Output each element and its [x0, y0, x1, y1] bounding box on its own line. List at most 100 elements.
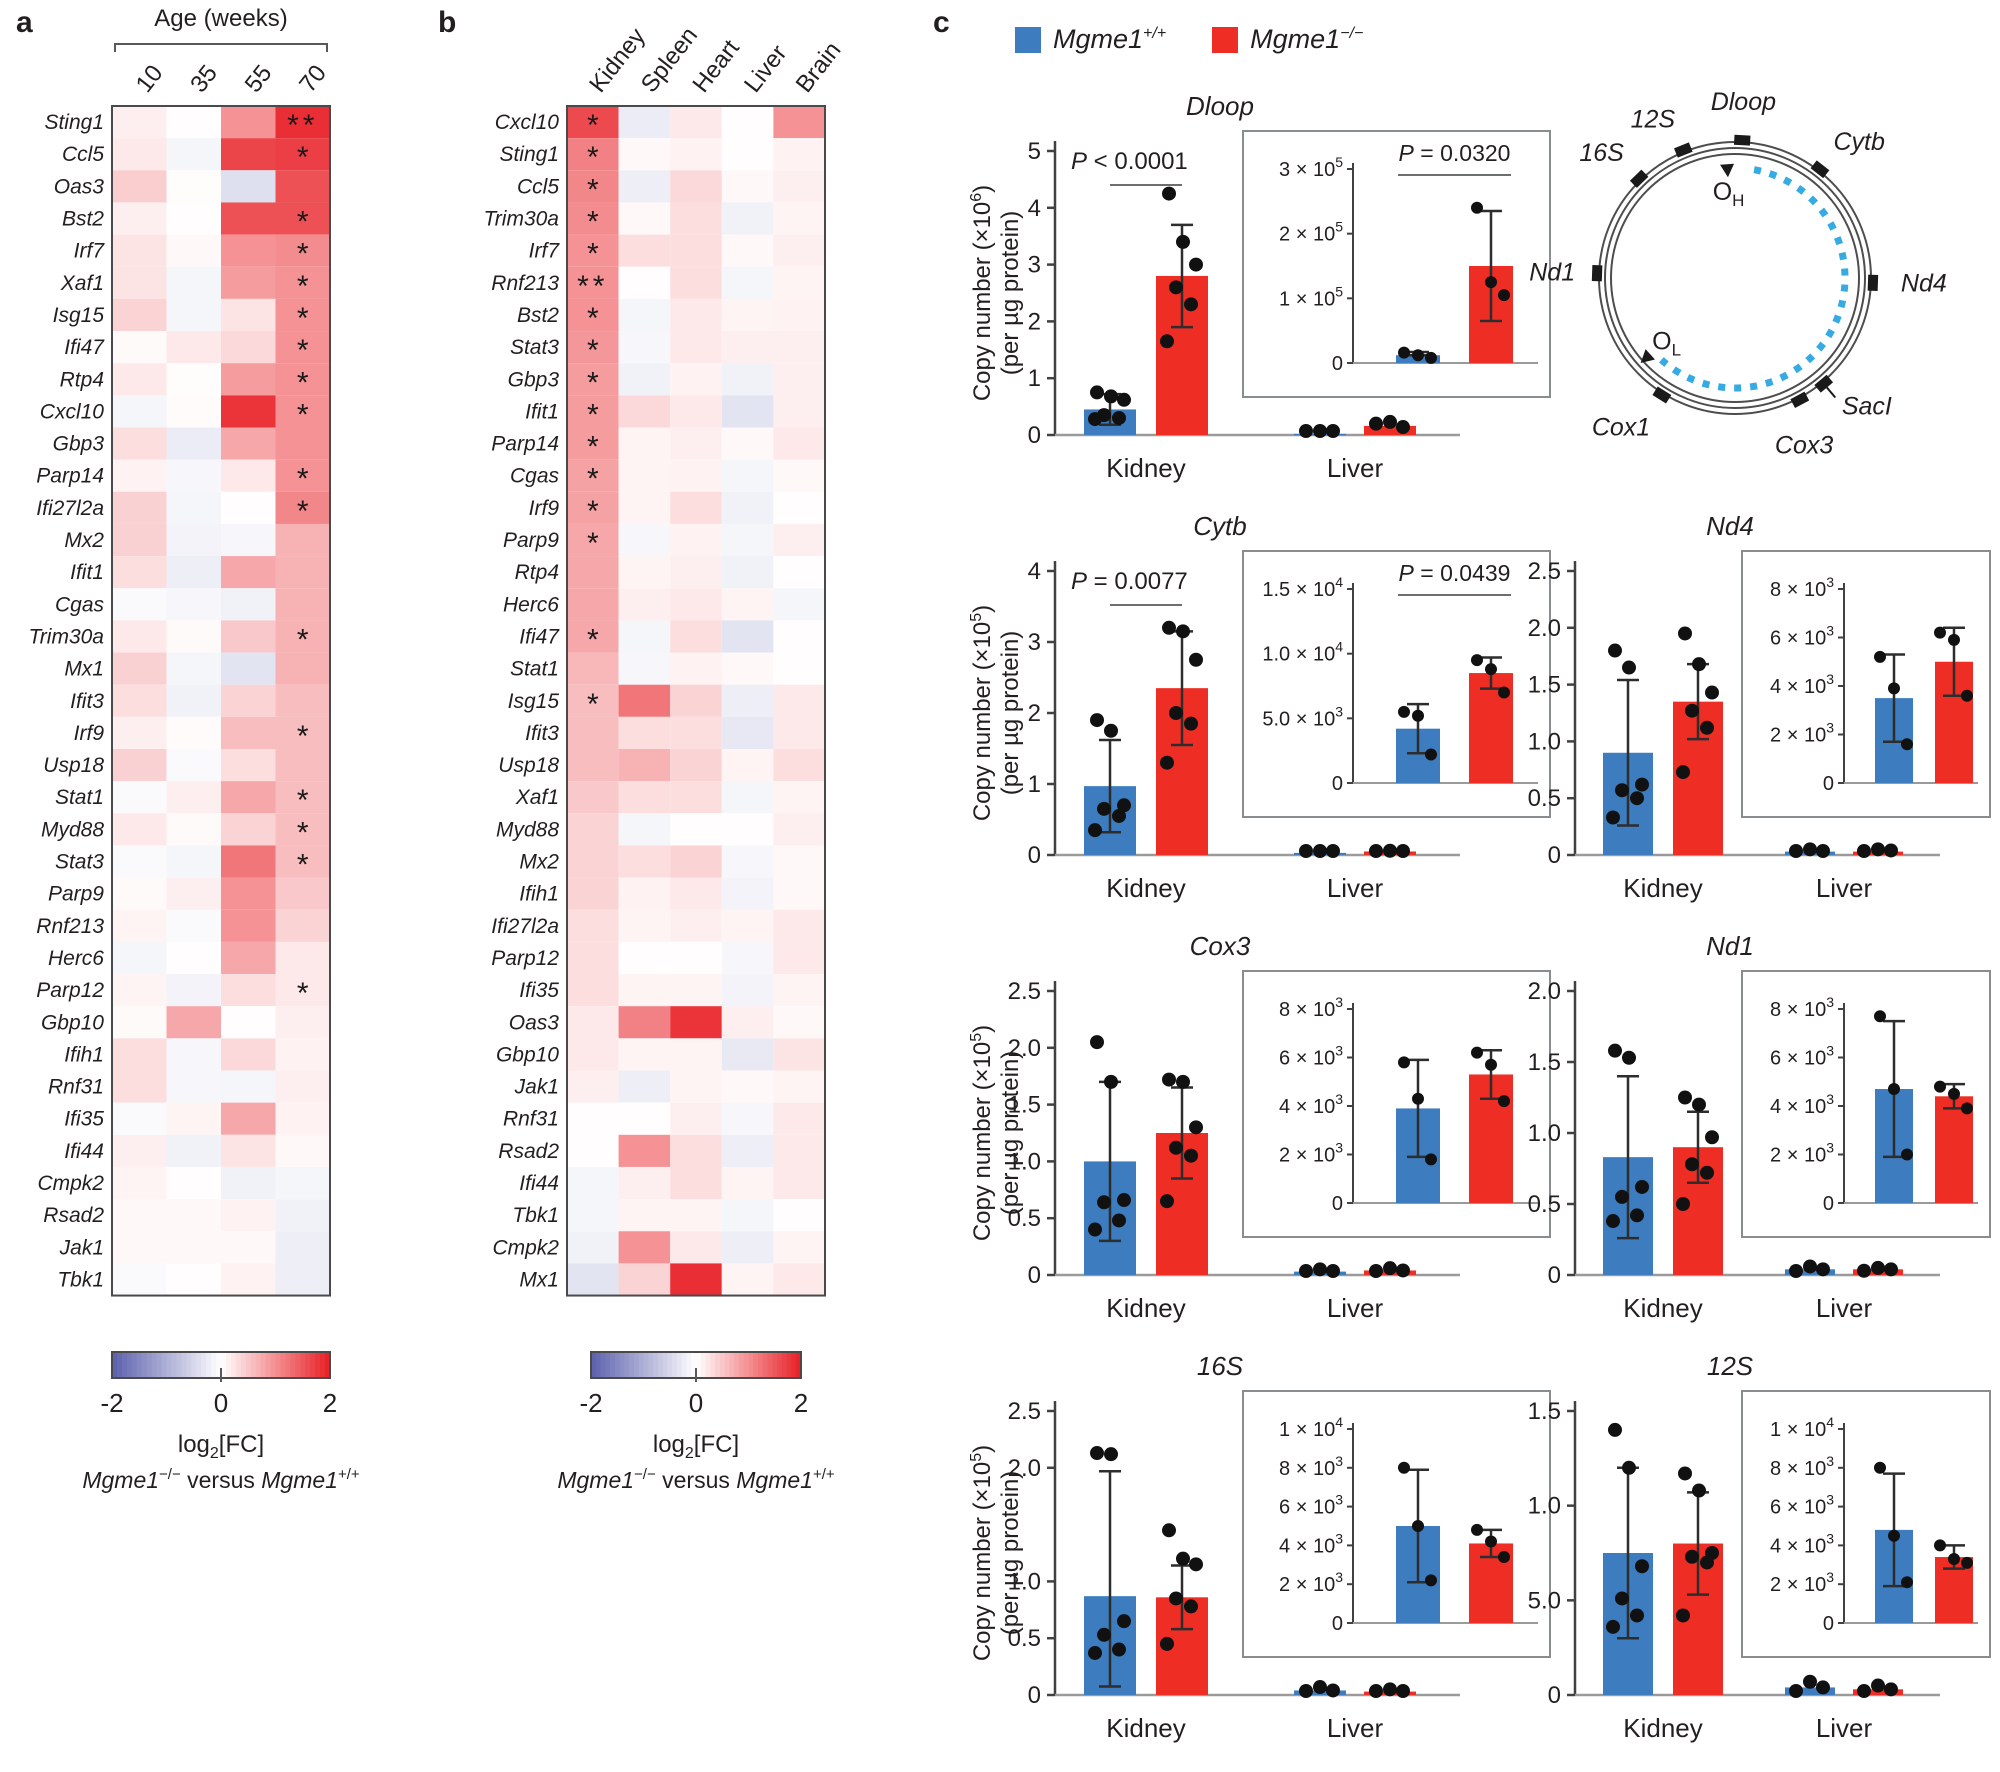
- heatmap-cell: [773, 909, 825, 942]
- heatmap-cell: [773, 781, 825, 814]
- heatmap-cell: [166, 845, 221, 878]
- gene-label: Cgas: [510, 465, 560, 488]
- significance-star: *: [587, 141, 599, 174]
- significance-star: *: [297, 816, 309, 849]
- heatmap-cell: [670, 941, 722, 975]
- data-point: [1112, 410, 1126, 425]
- significance-star: *: [297, 238, 309, 271]
- data-point: [1425, 351, 1437, 364]
- colorbar-step: [710, 1352, 717, 1378]
- inset-tick-label: 8 × 103: [1279, 1453, 1343, 1480]
- colorbar-comparison-label: Mgme1−/− versus Mgme1+/+: [82, 1466, 360, 1493]
- significance-star: *: [587, 688, 599, 721]
- gene-label: Oas3: [509, 1011, 560, 1034]
- heatmap-cell: [618, 941, 671, 975]
- heatmap-cell: [618, 459, 671, 492]
- heatmap-cell: [721, 1199, 774, 1232]
- tspan-element: 1.0 × 10: [1262, 644, 1335, 666]
- heatmap-cell: [166, 1263, 221, 1296]
- heatmap-cell: [773, 202, 825, 235]
- data-point: [1622, 1460, 1636, 1475]
- colorbar-step: [181, 1352, 188, 1378]
- tspan-element: 0: [1332, 1613, 1343, 1635]
- data-point: [1117, 1193, 1131, 1208]
- heatmap-cell: [721, 620, 774, 653]
- colorbar-step: [738, 1352, 745, 1378]
- heatmap-cell: [670, 298, 722, 332]
- colorbar-step: [151, 1352, 158, 1378]
- heatmap-cell: [221, 1070, 276, 1103]
- heatmap-cell: [721, 459, 774, 492]
- data-point: [1088, 1222, 1102, 1237]
- heatmap-cell: [221, 427, 276, 460]
- colorbar-step: [624, 1352, 631, 1378]
- heatmap-cell: [618, 974, 671, 1007]
- inset-tick-label: 2 × 105: [1279, 219, 1343, 246]
- colorbar-tick-label: -2: [100, 1388, 123, 1418]
- gene-label: Xaf1: [60, 272, 104, 295]
- tspan-element: versus: [656, 1467, 737, 1493]
- heatmap-cell: [721, 234, 774, 267]
- heatmap-cell: [567, 234, 619, 267]
- tspan-element: = 0.0320: [1414, 140, 1511, 166]
- significance-star: *: [587, 366, 599, 399]
- colorbar-step: [121, 1352, 128, 1378]
- group-label-liver: Liver: [1327, 1713, 1384, 1743]
- gene-label: Ifit1: [525, 400, 559, 423]
- heatmap-cell: [618, 781, 671, 814]
- data-point: [1162, 620, 1176, 635]
- heatmap-cell: [618, 1070, 671, 1103]
- tspan-element: versus: [181, 1467, 262, 1493]
- heatmap-cell: [670, 1263, 722, 1296]
- heatmap-cell: [721, 652, 774, 685]
- tspan-element: 4 × 10: [1770, 1535, 1826, 1557]
- gene-map-label: 12S: [1631, 106, 1676, 134]
- heatmap-cell: [567, 427, 619, 460]
- gene-label: Bst2: [517, 304, 559, 327]
- heatmap-cell: [166, 459, 221, 492]
- heatmap-cell: [221, 363, 276, 396]
- data-point: [1615, 1591, 1629, 1606]
- heatmap-cell: [721, 298, 774, 332]
- heatmap-cell: [221, 813, 276, 846]
- gene-tick: [1790, 391, 1810, 409]
- data-point: [1498, 289, 1510, 302]
- heatmap-cell: [275, 877, 330, 910]
- inset-tick-label: 1 × 105: [1279, 283, 1343, 310]
- heatmap-cell: [670, 716, 722, 749]
- heatmap-cell: [773, 877, 825, 910]
- gene-tick: [1629, 169, 1649, 188]
- colorbar-step: [753, 1352, 760, 1378]
- inset-tick-label: 8 × 103: [1770, 1453, 1834, 1480]
- colorbar-step: [595, 1352, 602, 1378]
- gene-map-label: Cox1: [1592, 414, 1650, 442]
- data-point: [1471, 654, 1483, 667]
- heatmap-cell: [618, 1134, 671, 1167]
- heatmap-cell: [221, 781, 276, 814]
- data-point: [1622, 1050, 1636, 1065]
- data-point: [1169, 1140, 1183, 1155]
- heatmap-cell: [773, 1070, 825, 1103]
- data-point: [1184, 1148, 1198, 1163]
- colorbar-step: [633, 1352, 640, 1378]
- heatmap-cell: [567, 974, 619, 1007]
- heatmap-cell: [567, 202, 619, 235]
- data-point: [1606, 810, 1620, 825]
- heatmap-col-label: 70: [294, 60, 332, 98]
- heatmap-cell: [166, 749, 221, 782]
- heatmap-cell: [773, 395, 825, 428]
- heatmap-frame: [566, 105, 826, 1297]
- gene-label: Mx1: [519, 1268, 559, 1291]
- colorbar-step: [131, 1352, 138, 1378]
- gene-label: Rnf31: [503, 1108, 559, 1131]
- heatmap-cell: [166, 170, 221, 203]
- colorbar-step: [225, 1352, 232, 1378]
- tspan-element: Mgme1: [736, 1467, 813, 1493]
- genome-ring: [1604, 147, 1866, 409]
- heatmap-cell: [166, 1102, 221, 1135]
- tspan-element: P: [1071, 568, 1087, 595]
- tspan-element: +/+: [338, 1466, 360, 1483]
- gene-label: Rtp4: [60, 368, 104, 391]
- heatmap-cell: [670, 877, 722, 910]
